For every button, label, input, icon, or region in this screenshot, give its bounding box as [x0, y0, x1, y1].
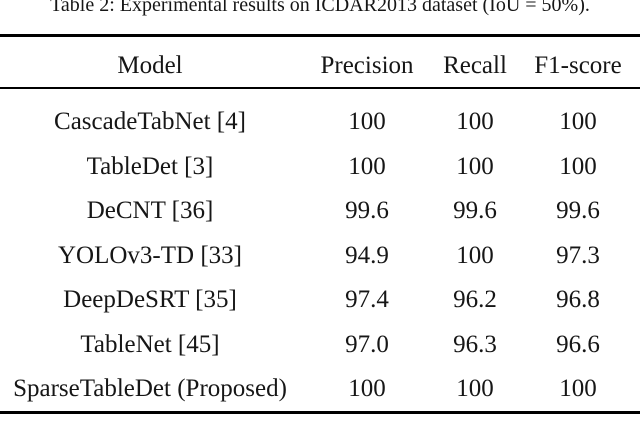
- table-row: CascadeTabNet [4] 100 100 100: [0, 100, 640, 145]
- recall-cell: 100: [456, 375, 494, 403]
- model-name-cell: TableNet [45]: [80, 330, 220, 358]
- table-row: TableNet [45] 97.0 96.3 96.6: [0, 323, 640, 368]
- f1-score-cell: 100: [559, 108, 597, 136]
- model-name-cell: YOLOv3-TD [33]: [58, 241, 242, 269]
- table-caption: Table 2: Experimental results on ICDAR20…: [50, 0, 590, 16]
- bottom-rule: [0, 411, 640, 414]
- precision-cell: 100: [348, 152, 386, 180]
- header-rule: [0, 87, 640, 89]
- column-header-model: Model: [117, 52, 183, 79]
- precision-cell: 99.6: [345, 197, 389, 225]
- f1-score-cell: 100: [559, 152, 597, 180]
- recall-cell: 100: [456, 152, 494, 180]
- f1-score-cell: 100: [559, 375, 597, 403]
- column-header-precision: Precision: [320, 52, 414, 79]
- model-name-cell: SparseTableDet (Proposed): [13, 375, 287, 403]
- model-name-cell: TableDet [3]: [86, 152, 214, 180]
- f1-score-cell: 96.6: [556, 330, 600, 358]
- column-header-f1-score: F1-score: [534, 52, 622, 79]
- precision-cell: 100: [348, 375, 386, 403]
- table-row: YOLOv3-TD [33] 94.9 100 97.3: [0, 234, 640, 279]
- table-row: DeCNT [36] 99.6 99.6 99.6: [0, 189, 640, 234]
- precision-cell: 100: [348, 108, 386, 136]
- table-body: CascadeTabNet [4] 100 100 100 TableDet […: [0, 89, 640, 412]
- table-header-row: Model Precision Recall F1-score: [0, 37, 640, 87]
- top-rule: [0, 34, 640, 37]
- recall-cell: 100: [456, 241, 494, 269]
- recall-cell: 99.6: [453, 197, 497, 225]
- f1-score-cell: 96.8: [556, 286, 600, 314]
- precision-cell: 97.0: [345, 330, 389, 358]
- f1-score-cell: 99.6: [556, 197, 600, 225]
- column-header-recall: Recall: [443, 52, 507, 79]
- f1-score-cell: 97.3: [556, 241, 600, 269]
- table-row: DeepDeSRT [35] 97.4 96.2 96.8: [0, 278, 640, 323]
- recall-cell: 100: [456, 108, 494, 136]
- model-name-cell: CascadeTabNet [4]: [54, 108, 246, 136]
- recall-cell: 96.3: [453, 330, 497, 358]
- table-row: SparseTableDet (Proposed) 100 100 100: [0, 367, 640, 412]
- recall-cell: 96.2: [453, 286, 497, 314]
- precision-cell: 94.9: [345, 241, 389, 269]
- model-name-cell: DeCNT [36]: [86, 197, 214, 225]
- model-name-cell: DeepDeSRT [35]: [63, 286, 237, 314]
- precision-cell: 97.4: [345, 286, 389, 314]
- table-row: TableDet [3] 100 100 100: [0, 145, 640, 190]
